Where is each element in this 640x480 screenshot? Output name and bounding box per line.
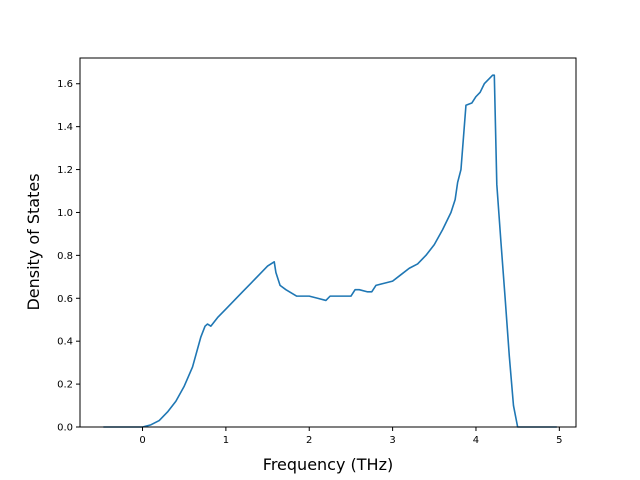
y-axis-ticks: 0.0 0.2 0.4 0.6 0.8 1.0 1.2 1.4 1.6	[57, 79, 80, 434]
y-tick-label: 0.0	[57, 423, 73, 434]
x-tick-label: 1	[223, 435, 229, 446]
x-tick-label: 0	[139, 435, 145, 446]
y-tick-label: 0.8	[57, 251, 73, 262]
plot-area	[103, 74, 557, 428]
y-tick-label: 0.2	[57, 380, 73, 391]
y-tick-label: 1.0	[57, 208, 73, 219]
y-tick-label: 0.4	[57, 337, 73, 348]
x-tick-label: 2	[306, 435, 312, 446]
y-tick-label: 1.2	[57, 165, 73, 176]
x-tick-label: 3	[389, 435, 395, 446]
y-axis-label: Density of States	[24, 173, 43, 310]
x-tick-label: 4	[473, 435, 479, 446]
x-axis-ticks: 0 1 2 3 4 5	[139, 427, 563, 446]
y-tick-label: 1.4	[57, 122, 73, 133]
plot-frame	[79, 57, 577, 428]
dos-series-line	[103, 74, 557, 428]
y-tick-label: 1.6	[57, 79, 73, 90]
x-axis-label: Frequency (THz)	[263, 455, 393, 474]
y-tick-label: 0.6	[57, 294, 73, 305]
x-tick-label: 5	[556, 435, 562, 446]
